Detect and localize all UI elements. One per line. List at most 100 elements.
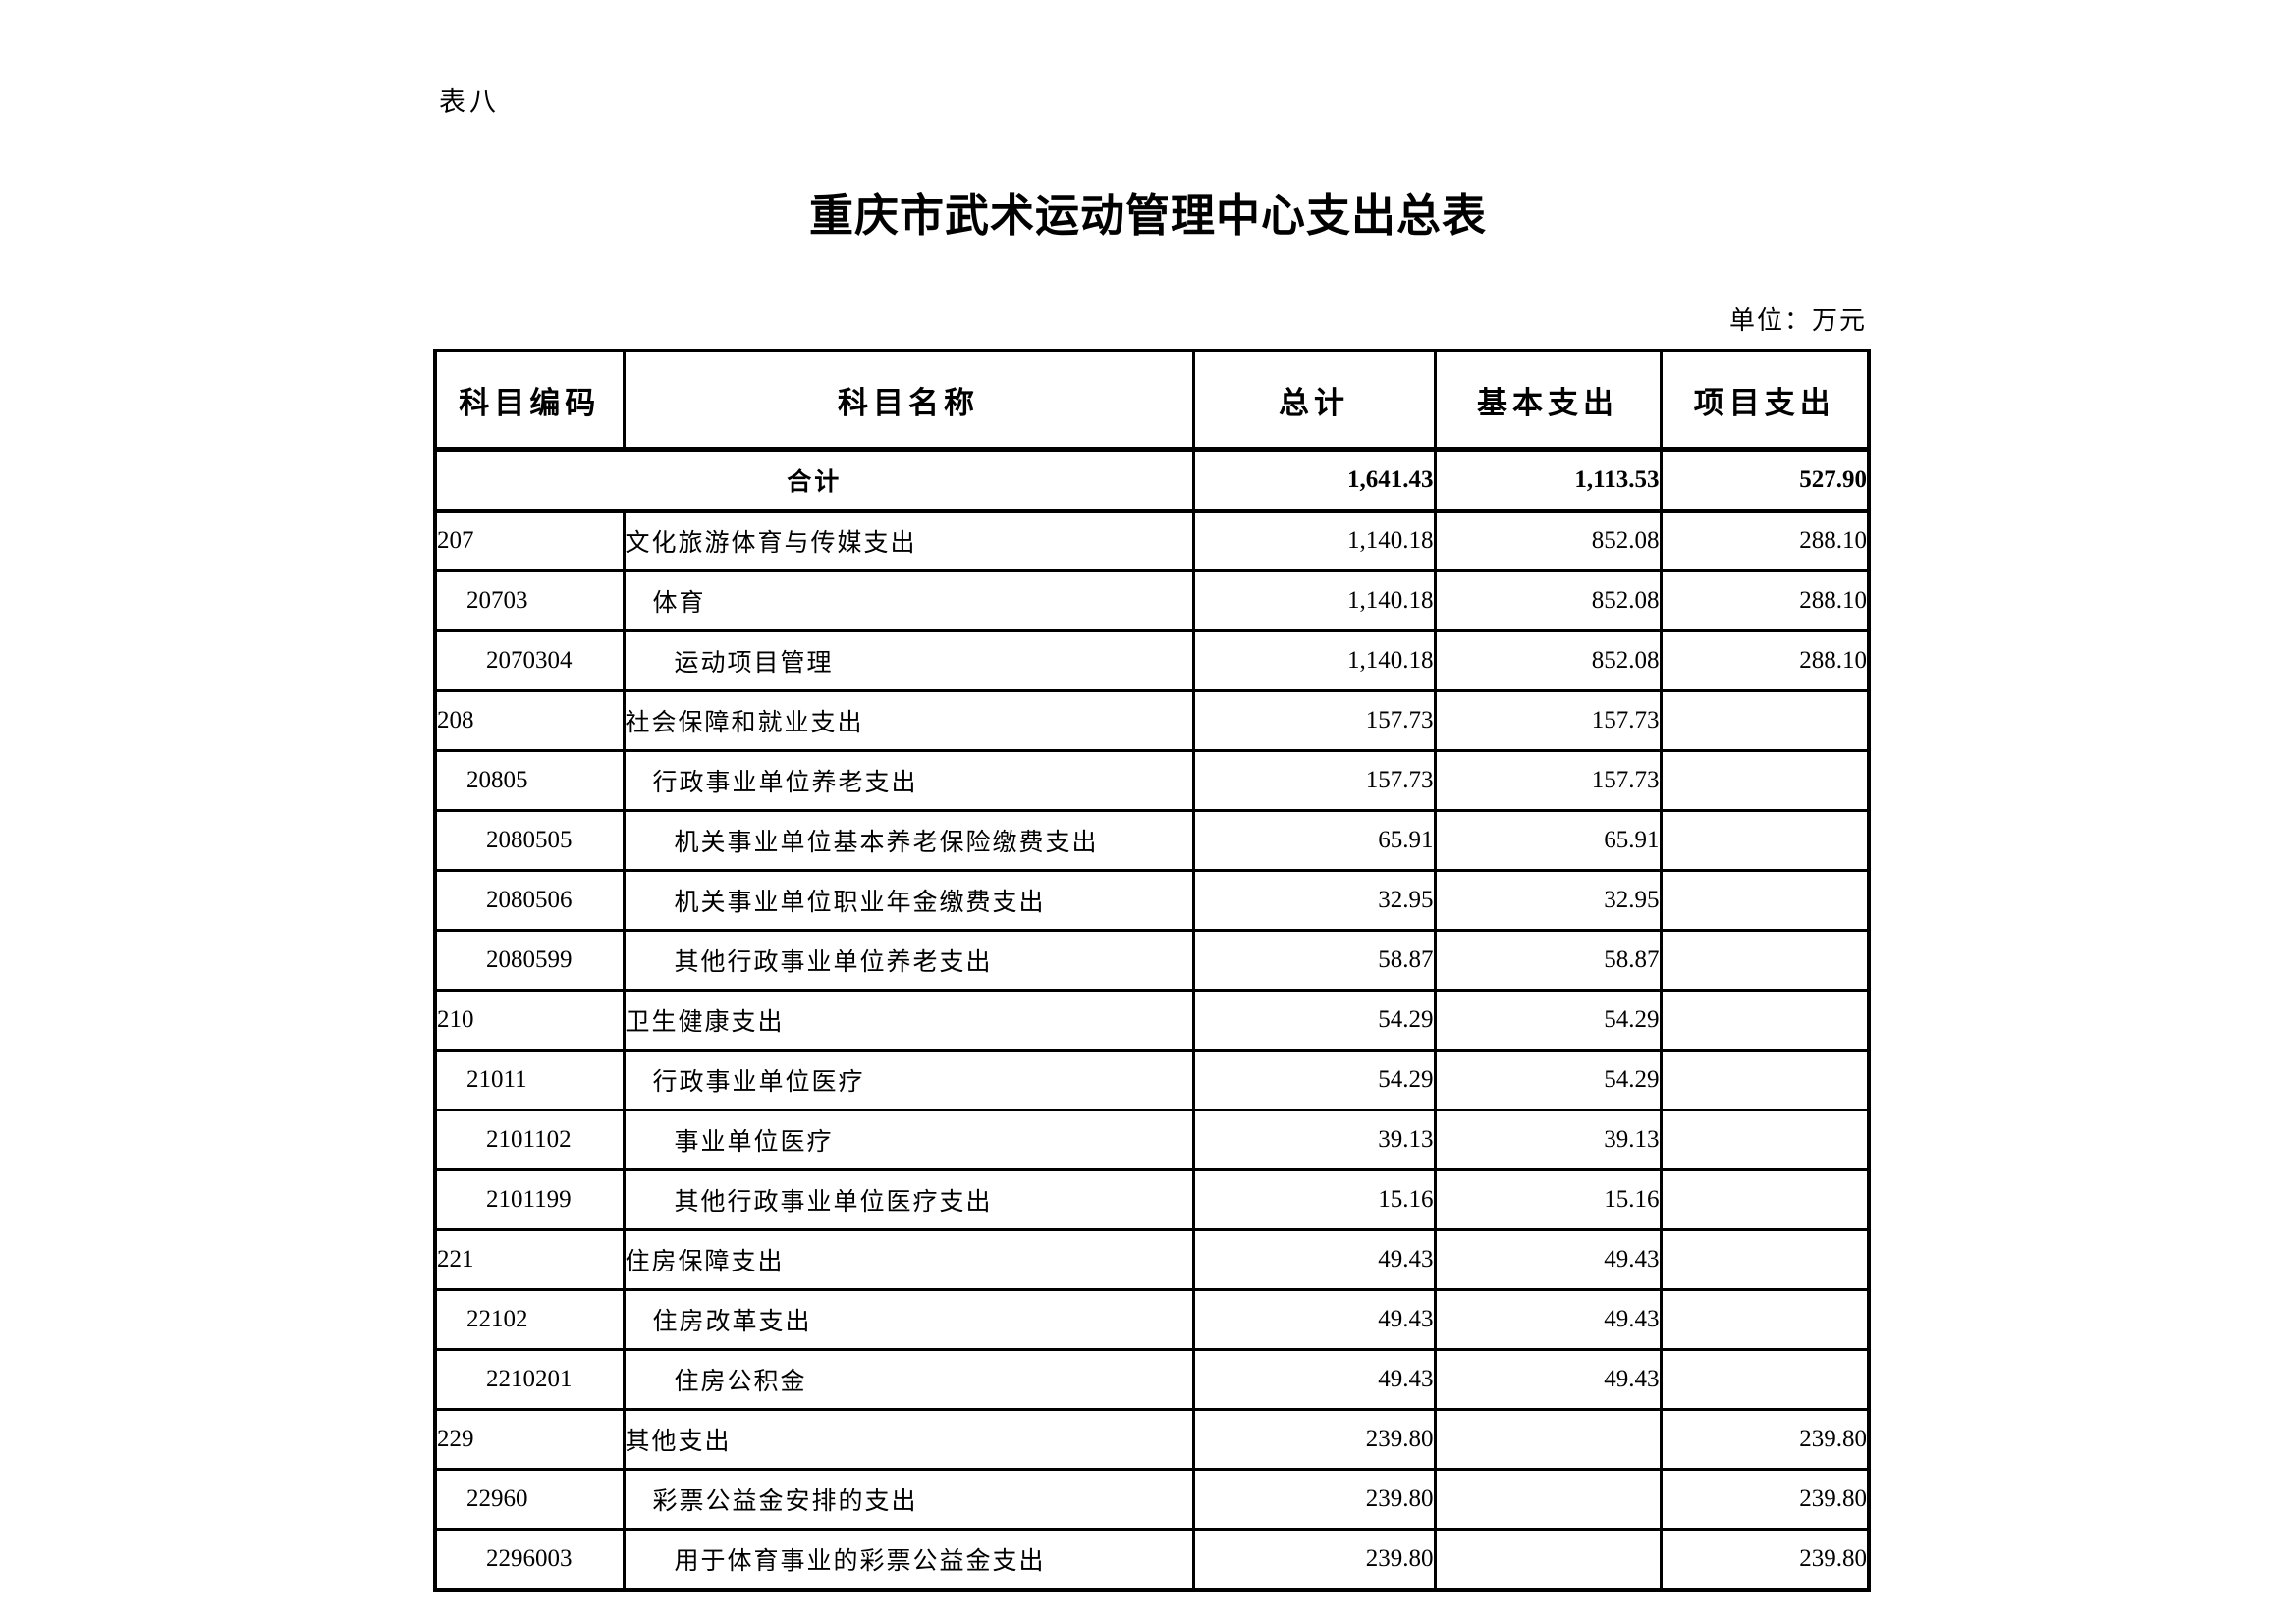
total-row-total: 1,641.43 — [1191, 448, 1437, 513]
cell-subject-name: 用于体育事业的彩票公益金支出 — [622, 1528, 1195, 1592]
cell-project — [1659, 929, 1871, 992]
cell-subject-code: 22960 — [433, 1468, 626, 1531]
header-total: 总计 — [1191, 349, 1437, 452]
cell-subject-code: 20805 — [433, 749, 626, 812]
cell-subject-name: 文化旅游体育与传媒支出 — [622, 509, 1195, 572]
total-row: 合计 1,641.43 1,113.53 527.90 — [433, 448, 1871, 513]
cell-subject-code: 2101102 — [433, 1109, 626, 1171]
cell-subject-name: 运动项目管理 — [622, 629, 1195, 692]
cell-project: 239.80 — [1659, 1408, 1871, 1471]
cell-total: 54.29 — [1191, 989, 1437, 1052]
cell-subject-code: 2296003 — [433, 1528, 626, 1592]
cell-basic: 49.43 — [1433, 1288, 1663, 1351]
cell-subject-code: 207 — [433, 509, 626, 572]
cell-subject-code: 2080599 — [433, 929, 626, 992]
cell-subject-code: 229 — [433, 1408, 626, 1471]
cell-basic: 15.16 — [1433, 1168, 1663, 1231]
unit-note: 单位：万元 — [1728, 306, 1867, 335]
table-row: 2210201 住房公积金 49.43 49.43 — [433, 1348, 1871, 1411]
table-row: 22102 住房改革支出 49.43 49.43 — [433, 1288, 1871, 1351]
cell-subject-name: 事业单位医疗 — [622, 1109, 1195, 1171]
cell-project — [1659, 1348, 1871, 1411]
cell-subject-name: 其他行政事业单位医疗支出 — [622, 1168, 1195, 1231]
cell-project — [1659, 989, 1871, 1052]
cell-total: 1,140.18 — [1191, 509, 1437, 572]
cell-total: 49.43 — [1191, 1348, 1437, 1411]
table-row: 221 住房保障支出 49.43 49.43 — [433, 1228, 1871, 1291]
cell-project — [1659, 689, 1871, 752]
cell-basic: 58.87 — [1433, 929, 1663, 992]
cell-subject-code: 2070304 — [433, 629, 626, 692]
cell-subject-name: 机关事业单位基本养老保险缴费支出 — [622, 809, 1195, 872]
cell-subject-name: 卫生健康支出 — [622, 989, 1195, 1052]
cell-subject-name: 彩票公益金安排的支出 — [622, 1468, 1195, 1531]
table-row: 20805 行政事业单位养老支出 157.73 157.73 — [433, 749, 1871, 812]
cell-project — [1659, 1228, 1871, 1291]
table-row: 2080599 其他行政事业单位养老支出 58.87 58.87 — [433, 929, 1871, 992]
table-row: 22960 彩票公益金安排的支出 239.80 239.80 — [433, 1468, 1871, 1531]
cell-project: 239.80 — [1659, 1468, 1871, 1531]
cell-subject-name: 住房保障支出 — [622, 1228, 1195, 1291]
table-row: 207 文化旅游体育与传媒支出 1,140.18 852.08 288.10 — [433, 509, 1871, 572]
total-row-basic: 1,113.53 — [1433, 448, 1663, 513]
header-basic-expenditure: 基本支出 — [1433, 349, 1663, 452]
cell-basic: 157.73 — [1433, 689, 1663, 752]
cell-project: 288.10 — [1659, 569, 1871, 632]
cell-total: 49.43 — [1191, 1228, 1437, 1291]
cell-subject-code: 2101199 — [433, 1168, 626, 1231]
header-subject-name: 科目名称 — [622, 349, 1195, 452]
total-row-label: 合计 — [433, 448, 1195, 513]
table-row: 20703 体育 1,140.18 852.08 288.10 — [433, 569, 1871, 632]
cell-basic: 852.08 — [1433, 509, 1663, 572]
cell-total: 1,140.18 — [1191, 569, 1437, 632]
cell-basic: 49.43 — [1433, 1228, 1663, 1291]
cell-project — [1659, 749, 1871, 812]
cell-total: 49.43 — [1191, 1288, 1437, 1351]
cell-total: 157.73 — [1191, 689, 1437, 752]
cell-project: 288.10 — [1659, 629, 1871, 692]
cell-project — [1659, 1168, 1871, 1231]
cell-subject-code: 22102 — [433, 1288, 626, 1351]
cell-subject-code: 21011 — [433, 1049, 626, 1111]
table-row: 2101199 其他行政事业单位医疗支出 15.16 15.16 — [433, 1168, 1871, 1231]
cell-basic: 852.08 — [1433, 629, 1663, 692]
cell-basic: 54.29 — [1433, 1049, 1663, 1111]
cell-project — [1659, 869, 1871, 932]
cell-project: 239.80 — [1659, 1528, 1871, 1592]
table-row: 2080506 机关事业单位职业年金缴费支出 32.95 32.95 — [433, 869, 1871, 932]
table-row: 210 卫生健康支出 54.29 54.29 — [433, 989, 1871, 1052]
cell-total: 32.95 — [1191, 869, 1437, 932]
cell-subject-name: 体育 — [622, 569, 1195, 632]
cell-total: 39.13 — [1191, 1109, 1437, 1171]
cell-project — [1659, 1288, 1871, 1351]
cell-subject-code: 20703 — [433, 569, 626, 632]
cell-subject-code: 2210201 — [433, 1348, 626, 1411]
expenditure-table: 科目编码 科目名称 总计 基本支出 项目支出 合计 1,641.43 1,113… — [433, 349, 1871, 1592]
cell-basic: 49.43 — [1433, 1348, 1663, 1411]
cell-basic — [1433, 1528, 1663, 1592]
cell-total: 54.29 — [1191, 1049, 1437, 1111]
table-row: 2070304 运动项目管理 1,140.18 852.08 288.10 — [433, 629, 1871, 692]
cell-basic: 32.95 — [1433, 869, 1663, 932]
cell-total: 239.80 — [1191, 1408, 1437, 1471]
cell-subject-code: 210 — [433, 989, 626, 1052]
table-row: 229 其他支出 239.80 239.80 — [433, 1408, 1871, 1471]
cell-basic: 54.29 — [1433, 989, 1663, 1052]
cell-subject-code: 221 — [433, 1228, 626, 1291]
table-row: 2101102 事业单位医疗 39.13 39.13 — [433, 1109, 1871, 1171]
table-row: 21011 行政事业单位医疗 54.29 54.29 — [433, 1049, 1871, 1111]
cell-total: 1,140.18 — [1191, 629, 1437, 692]
cell-subject-code: 2080505 — [433, 809, 626, 872]
cell-basic: 157.73 — [1433, 749, 1663, 812]
cell-subject-name: 其他支出 — [622, 1408, 1195, 1471]
table-row: 2296003 用于体育事业的彩票公益金支出 239.80 239.80 — [433, 1528, 1871, 1592]
cell-basic — [1433, 1408, 1663, 1471]
table-number-label: 表八 — [439, 87, 500, 117]
cell-basic: 39.13 — [1433, 1109, 1663, 1171]
cell-subject-name: 住房公积金 — [622, 1348, 1195, 1411]
cell-subject-code: 2080506 — [433, 869, 626, 932]
cell-subject-name: 机关事业单位职业年金缴费支出 — [622, 869, 1195, 932]
cell-basic — [1433, 1468, 1663, 1531]
table-row: 208 社会保障和就业支出 157.73 157.73 — [433, 689, 1871, 752]
